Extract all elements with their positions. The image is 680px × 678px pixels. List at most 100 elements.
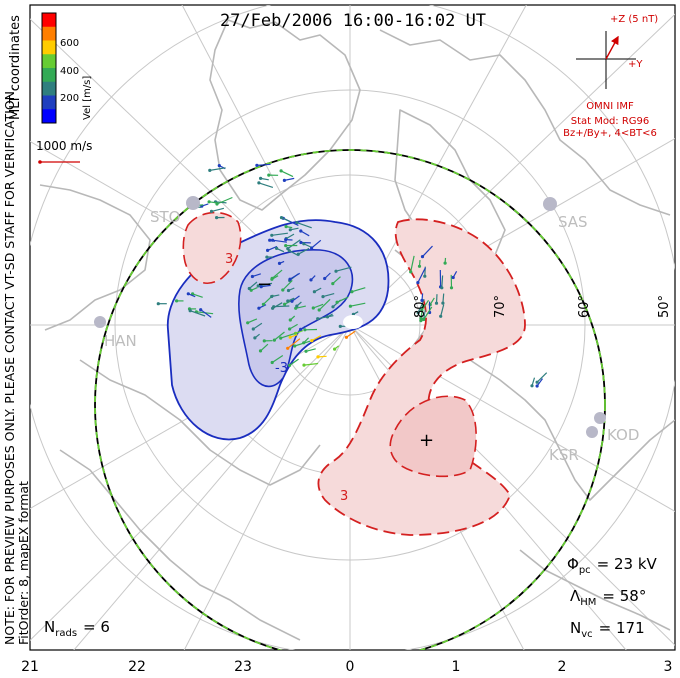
velocity-vector-origin xyxy=(289,228,292,231)
velocity-vector-origin xyxy=(251,275,254,278)
velocity-vector-origin xyxy=(218,164,221,167)
velocity-vector-origin xyxy=(157,302,160,305)
velocity-vector-origin xyxy=(270,234,273,237)
velocity-vector-origin xyxy=(313,290,316,293)
velocity-vector-origin xyxy=(273,339,276,342)
velocity-vector-origin xyxy=(312,306,315,309)
velocity-vector-origin xyxy=(423,275,426,278)
velocity-vector-origin xyxy=(536,384,539,387)
pole-gap xyxy=(343,315,363,329)
velocity-vector-origin xyxy=(189,309,192,312)
mlt-axis: 21 22 23 0 1 2 3 xyxy=(21,659,672,674)
velocity-vector-origin xyxy=(288,278,291,281)
velocity-vector-origin xyxy=(435,302,438,305)
velocity-vector-origin xyxy=(257,181,260,184)
velocity-vector-origin xyxy=(303,328,306,331)
station-marker-ksr xyxy=(594,412,606,424)
velocity-vector-origin xyxy=(288,327,291,330)
velocity-vector-origin xyxy=(439,315,442,318)
velocity-vector-origin xyxy=(302,364,305,367)
velocity-vector-origin xyxy=(252,327,255,330)
station-marker-sas xyxy=(543,197,557,211)
velocity-vector-origin xyxy=(450,286,453,289)
velocity-vector-origin xyxy=(289,336,292,339)
velocity-vector-origin xyxy=(263,339,266,342)
velocity-vector-origin xyxy=(288,249,291,252)
mlt-tick-1: 1 xyxy=(452,659,461,674)
preview-note: NOTE: FOR PREVIEW PURPOSES ONLY. PLEASE … xyxy=(2,87,17,645)
station-marker-kod xyxy=(586,426,598,438)
velocity-vector-origin xyxy=(333,348,336,351)
velocity-vector-origin xyxy=(271,239,274,242)
imf-y-label: +Y xyxy=(628,59,643,70)
colorbar-ticks: 600 400 200 xyxy=(60,38,79,104)
velocity-vector-origin xyxy=(288,364,291,367)
small-cell-contour-value: 3 xyxy=(225,252,233,267)
velocity-vector-origin xyxy=(286,347,289,350)
negative-contour-value: -3 xyxy=(275,361,288,376)
velocity-vector-origin xyxy=(285,225,288,228)
velocity-vector-origin xyxy=(318,308,321,311)
velocity-vector-origin xyxy=(255,164,258,167)
colorbar-swatch xyxy=(42,82,56,96)
mlt-tick-21: 21 xyxy=(21,659,39,674)
velocity-vector-origin xyxy=(287,289,290,292)
velocity-vector-origin xyxy=(280,216,283,219)
velocity-vector-origin xyxy=(272,305,275,308)
velocity-vector-origin xyxy=(271,361,274,364)
velocity-vector-origin xyxy=(299,229,302,232)
velocity-vector-origin xyxy=(267,174,270,177)
station-marker-sto xyxy=(186,196,200,210)
velocity-vector-origin xyxy=(253,336,256,339)
station-label-ksr: KSR xyxy=(549,446,579,464)
velocity-vector-origin xyxy=(421,255,424,258)
colorbar-swatches xyxy=(42,13,56,124)
latitude-label-70: 70° xyxy=(493,295,508,318)
colorbar-swatch xyxy=(42,68,56,82)
velocity-vector-origin xyxy=(187,292,190,295)
station-marker-han xyxy=(94,316,106,328)
velocity-vector-origin xyxy=(215,202,218,205)
colorbar-tick-200: 200 xyxy=(60,93,79,104)
velocity-vector-origin xyxy=(259,349,262,352)
velocity-vector-origin xyxy=(331,305,334,308)
velocity-vector-origin xyxy=(283,179,286,182)
velocity-vector-origin xyxy=(275,247,278,250)
velocity-vector-origin xyxy=(331,282,334,285)
velocity-vector-origin xyxy=(248,287,251,290)
velocity-vector-origin xyxy=(334,270,337,273)
velocity-vector-origin xyxy=(278,262,281,265)
imf-source-label: OMNI IMF xyxy=(586,101,634,112)
velocity-vector-origin xyxy=(310,339,313,342)
latitude-label-80: 80° xyxy=(413,295,428,318)
mlt-tick-22: 22 xyxy=(128,659,146,674)
velocity-vector-origin xyxy=(281,288,284,291)
colorbar-swatch xyxy=(42,96,56,110)
imf-z-label: +Z (5 nT) xyxy=(610,14,658,25)
velocity-vector-origin xyxy=(270,295,273,298)
velocity-vector-origin xyxy=(316,317,319,320)
velocity-vector-origin xyxy=(280,169,283,172)
velocity-vector-origin xyxy=(265,256,268,259)
colorbar-swatch xyxy=(42,109,56,123)
velocity-vector-origin xyxy=(289,318,292,321)
colorbar-swatch xyxy=(42,27,56,41)
mlt-tick-23: 23 xyxy=(234,659,252,674)
velocity-vector-origin xyxy=(304,350,307,353)
scale-vector-label: 1000 m/s xyxy=(36,139,92,153)
mlt-tick-3: 3 xyxy=(664,659,673,674)
station-label-han: HAN xyxy=(104,332,137,350)
figure-title: 27/Feb/2006 16:00-16:02 UT xyxy=(220,11,486,31)
latitude-label-50: 50° xyxy=(657,295,672,318)
velocity-vector-origin xyxy=(210,210,213,213)
velocity-vector-origin xyxy=(409,270,412,273)
velocity-vector-origin xyxy=(323,277,326,280)
scale-vector-dot xyxy=(38,160,42,164)
imf-condition-label: Bz+/By+, 4<BT<6 xyxy=(563,128,657,139)
velocity-vector-origin xyxy=(440,286,443,289)
velocity-vector-origin xyxy=(350,290,353,293)
velocity-vector-origin xyxy=(268,239,271,242)
positive-cell-plus: + xyxy=(419,430,434,451)
velocity-vector-origin xyxy=(283,303,286,306)
